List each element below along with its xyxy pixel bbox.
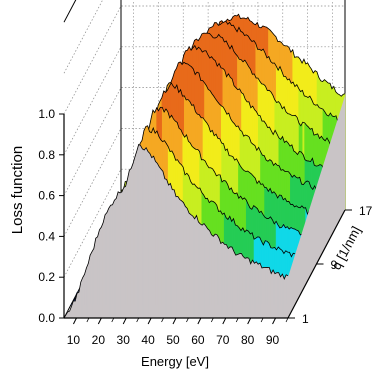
tick-labels: 10 20 30 40 50 60 70 80 90 0.0 0.2 0.4 0.6 0.8 1.0 1 9 17 — [38, 107, 372, 347]
x-tick — [147, 317, 152, 325]
x-tick-label: 80 — [241, 333, 255, 347]
y-tick-label: 0.2 — [38, 270, 55, 284]
x-minor-tick — [285, 317, 289, 323]
y-axis-label: Loss function — [9, 146, 26, 234]
x-tick — [247, 317, 252, 325]
y-tick-label: 0.0 — [38, 311, 55, 325]
x-minor-tick — [210, 317, 214, 323]
x-tick-label: 50 — [166, 333, 180, 347]
z-tick-label: 9 — [331, 258, 338, 272]
x-tick-label: 70 — [216, 333, 230, 347]
spectrum-series — [63, 143, 289, 319]
surface-band — [285, 274, 289, 319]
x-tick — [222, 317, 227, 325]
x-minor-tick — [111, 317, 115, 323]
x-tick-label: 10 — [67, 333, 81, 347]
x-tick — [97, 317, 102, 325]
x-minor-tick — [86, 317, 90, 323]
x-tick — [72, 317, 77, 325]
waterfall-surface — [63, 13, 346, 319]
z-tick-label: 17 — [359, 204, 373, 218]
y-tick-label: 0.4 — [38, 229, 55, 243]
z-tick-label: 1 — [302, 312, 309, 326]
front-floor-and-axes — [59, 95, 352, 325]
x-tick — [197, 317, 202, 325]
y-tick-label: 0.6 — [38, 189, 55, 203]
x-tick-label: 90 — [266, 333, 280, 347]
x-tick — [272, 317, 277, 325]
x-axis-label: Energy [eV] — [141, 354, 209, 369]
spectrum-line — [63, 143, 289, 319]
x-minor-tick — [136, 317, 140, 323]
x-tick — [122, 317, 127, 325]
x-tick-label: 30 — [117, 333, 131, 347]
x-minor-tick — [186, 317, 189, 323]
x-minor-tick — [161, 317, 164, 323]
x-minor-tick — [235, 317, 239, 323]
right-side-wall — [288, 95, 345, 318]
y-tick-label: 0.8 — [38, 148, 55, 162]
x-tick-label: 60 — [191, 333, 205, 347]
x-tick-label: 20 — [92, 333, 106, 347]
y-tick-label: 1.0 — [38, 107, 55, 121]
x-tick-label: 40 — [141, 333, 155, 347]
x-minor-tick — [260, 317, 264, 323]
x-tick — [172, 317, 177, 325]
